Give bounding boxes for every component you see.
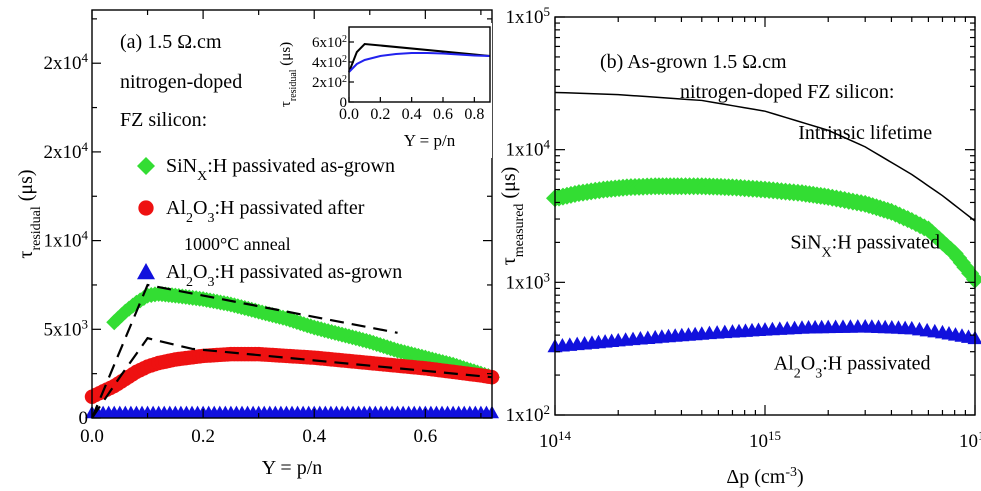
y-tick-label: 2x104 xyxy=(44,138,89,163)
y-tick-label: 1x103 xyxy=(506,269,551,294)
x-tick-label: 0.0 xyxy=(80,426,104,447)
x-tick-label: 1015 xyxy=(749,428,781,453)
series-label: Intrinsic lifetime xyxy=(798,122,932,144)
y-tick-label: 1x105 xyxy=(506,4,551,29)
legend-label: Al2O3:H passivated after xyxy=(166,197,365,226)
x-tick-label: 0.2 xyxy=(191,426,215,447)
inset-x-axis-label: Y = p/n xyxy=(404,131,456,150)
legend-label: 1000°C anneal xyxy=(184,234,291,254)
series-b-2 xyxy=(547,318,981,353)
y-tick-label: 1x104 xyxy=(44,227,89,252)
x-axis-label: Δp (cm-3) xyxy=(726,465,803,489)
inset-frame xyxy=(348,26,491,103)
inset-chart: 0.0 0.2 0.4 0.6 0.8 0 2x102 4x102 6x102 Y = p/n τr… xyxy=(278,23,492,158)
series-label: SiNX:H passivated xyxy=(790,231,940,259)
y-tick-label: 5x103 xyxy=(44,316,89,341)
inset-series-line xyxy=(348,52,491,73)
series-b-1 xyxy=(546,177,981,289)
panel-label: (a) 1.5 Ω.cm xyxy=(120,31,222,53)
inset-background xyxy=(309,23,492,158)
series-line xyxy=(554,91,976,222)
y-tick-label: 1x104 xyxy=(506,136,551,161)
inset-x-tick-label: 0.0 xyxy=(339,106,359,123)
y-tick-label: 2x104 xyxy=(44,50,89,75)
annotation-line: nitrogen-doped xyxy=(120,71,242,93)
inset-y-axis-label: τresidual (μs) xyxy=(278,42,299,107)
x-tick-label: 1016 xyxy=(959,428,981,453)
x-tick-label: 0.6 xyxy=(413,426,437,447)
inset-y-tick-label: 4x102 xyxy=(312,54,347,72)
legend-marker xyxy=(137,157,155,175)
inset-x-tick-label: 0.4 xyxy=(402,106,422,123)
y-tick-label: 0 xyxy=(79,408,89,429)
data-point xyxy=(966,270,981,289)
y-axis-label: τresidual (μs) xyxy=(15,169,44,258)
panel-b-chart: 1014 1015 1016 1x102 1x103 1x104 1x105 Δp (cm-3… xyxy=(498,4,981,489)
panel-label: (b) As-grown 1.5 Ω.cm xyxy=(600,51,787,73)
x-tick-label: 0.4 xyxy=(302,426,326,447)
series-label: Al2O3:H passivated xyxy=(774,353,931,382)
series-b-0 xyxy=(554,91,976,222)
y-tick-label: 1x102 xyxy=(506,402,551,427)
panel-a-chart: 0.0 0.2 0.4 0.6 0 5x103 1x104 2x104 2x104 Y = p/n… xyxy=(15,9,500,479)
annotation-line: FZ silicon: xyxy=(120,109,207,131)
legend-marker xyxy=(137,263,155,280)
x-axis-label: Y = p/n xyxy=(262,457,323,479)
inset-y-tick-label: 0 xyxy=(340,95,348,111)
inset-x-tick-label: 0.2 xyxy=(370,106,390,123)
series-a-1 xyxy=(84,346,500,404)
x-tick-label: 1014 xyxy=(539,428,572,453)
inset-y-tick-label: 2x102 xyxy=(312,74,347,92)
inset-y-tick-label: 6x102 xyxy=(312,34,347,52)
inset-x-tick-label: 0.6 xyxy=(433,106,453,123)
legend: SiNX:H passivated as-grown Al2O3:H passiv… xyxy=(137,155,402,290)
annotation-line: nitrogen-doped FZ silicon: xyxy=(680,81,894,103)
fit-line-1 xyxy=(91,336,493,419)
plot-frame xyxy=(91,9,493,419)
fit-line-0 xyxy=(90,283,398,419)
legend-marker xyxy=(138,200,154,216)
inset-x-tick-label: 0.8 xyxy=(464,106,484,123)
series-a-2 xyxy=(85,405,499,419)
legend-label: SiNX:H passivated as-grown xyxy=(166,155,395,184)
data-point xyxy=(967,330,981,345)
y-axis-label: τmeasured (μs) xyxy=(498,167,527,266)
legend-label: Al2O3:H passivated as-grown xyxy=(166,261,402,290)
